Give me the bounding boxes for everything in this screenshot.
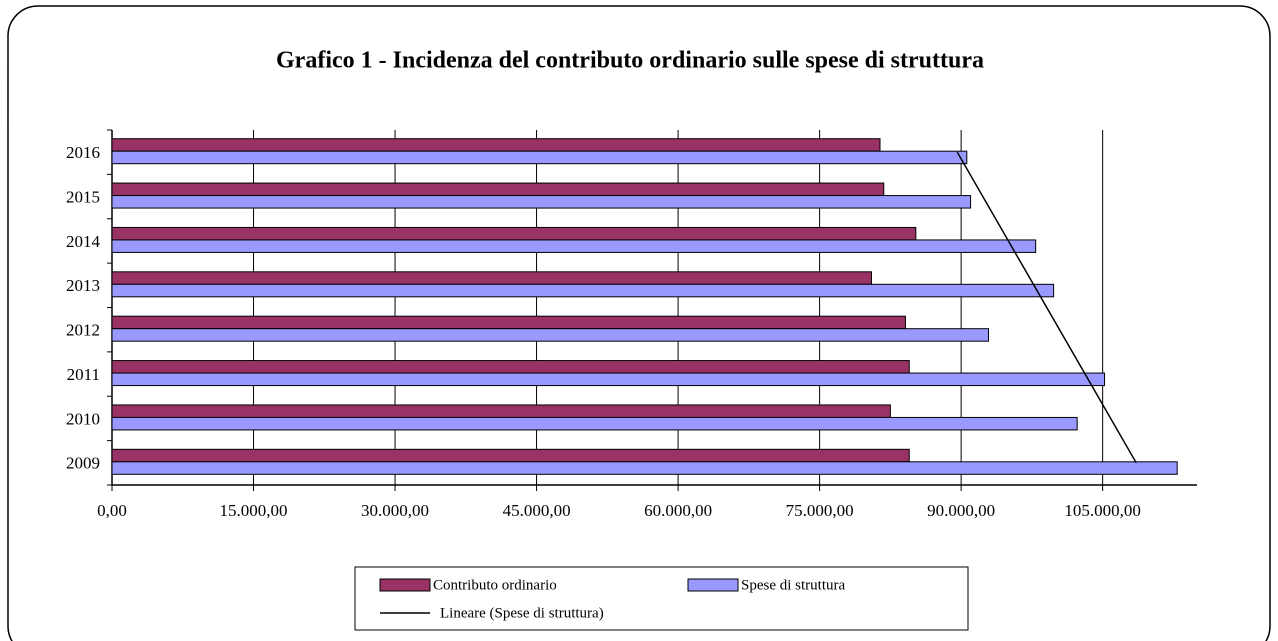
y-tick-label: 2015 — [66, 187, 100, 206]
bar — [111, 271, 872, 285]
legend-label: Lineare (Spese di struttura) — [440, 605, 604, 621]
y-tick-label: 2009 — [66, 454, 100, 473]
y-tick-label: 2012 — [66, 321, 100, 340]
y-tick-label: 2010 — [66, 409, 100, 428]
bar — [111, 404, 891, 418]
x-tick-label: 105.000,00 — [1064, 501, 1141, 520]
legend-label: Spese di struttura — [741, 577, 845, 593]
bar — [111, 448, 910, 463]
y-tick-label: 2013 — [66, 276, 100, 295]
bar — [111, 239, 1037, 253]
legend-box — [354, 566, 969, 631]
bar — [111, 416, 1078, 431]
y-tick-label: 2011 — [67, 365, 100, 384]
bar — [111, 360, 910, 374]
bar — [111, 195, 972, 209]
legend-label: Contributo ordinario — [433, 577, 557, 593]
x-tick-label: 90.000,00 — [927, 501, 995, 520]
legend-swatch — [379, 578, 431, 592]
y-tick-label: 2014 — [66, 232, 101, 251]
bar — [111, 138, 881, 152]
bar — [111, 150, 968, 165]
bar — [111, 328, 989, 342]
bar — [111, 226, 917, 241]
bar — [111, 182, 885, 197]
bar — [111, 372, 1106, 387]
bar — [111, 315, 906, 330]
bar — [111, 461, 1178, 475]
legend-swatch — [687, 578, 739, 592]
x-tick-label: 60.000,00 — [644, 501, 712, 520]
x-tick-label: 30.000,00 — [361, 501, 429, 520]
chart-title: Grafico 1 - Incidenza del contributo ord… — [276, 48, 984, 74]
x-tick-label: 45.000,00 — [503, 501, 571, 520]
x-tick-label: 15.000,00 — [220, 501, 288, 520]
y-tick-label: 2016 — [66, 143, 100, 162]
trendline — [956, 151, 1137, 464]
x-tick-label: 75.000,00 — [786, 501, 854, 520]
bar — [111, 283, 1055, 298]
x-tick-label: 0,00 — [97, 501, 127, 520]
